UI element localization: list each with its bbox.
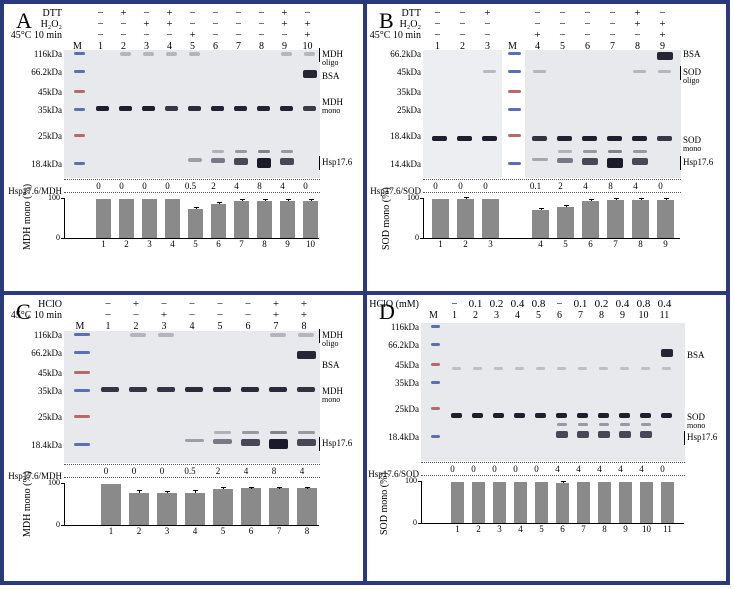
- panel-c: CHClO−+−−−−++45°C 10 min−−+−−−++M1234567…: [2, 293, 365, 584]
- panel-b: BDTT−−+−−−−+−H₂O₂−−−−−−−++45°C 10 min−−−…: [365, 2, 728, 293]
- panel-a: ADTT−+−+−−−−+−H₂O₂−−++−−−−++45°C 10 min−…: [2, 2, 365, 293]
- figure-container: ADTT−+−+−−−−+−H₂O₂−−++−−−−++45°C 10 min−…: [0, 0, 730, 585]
- panel-d: DHClO (mM)−0.10.20.40.8−0.10.20.40.80.4M…: [365, 293, 728, 584]
